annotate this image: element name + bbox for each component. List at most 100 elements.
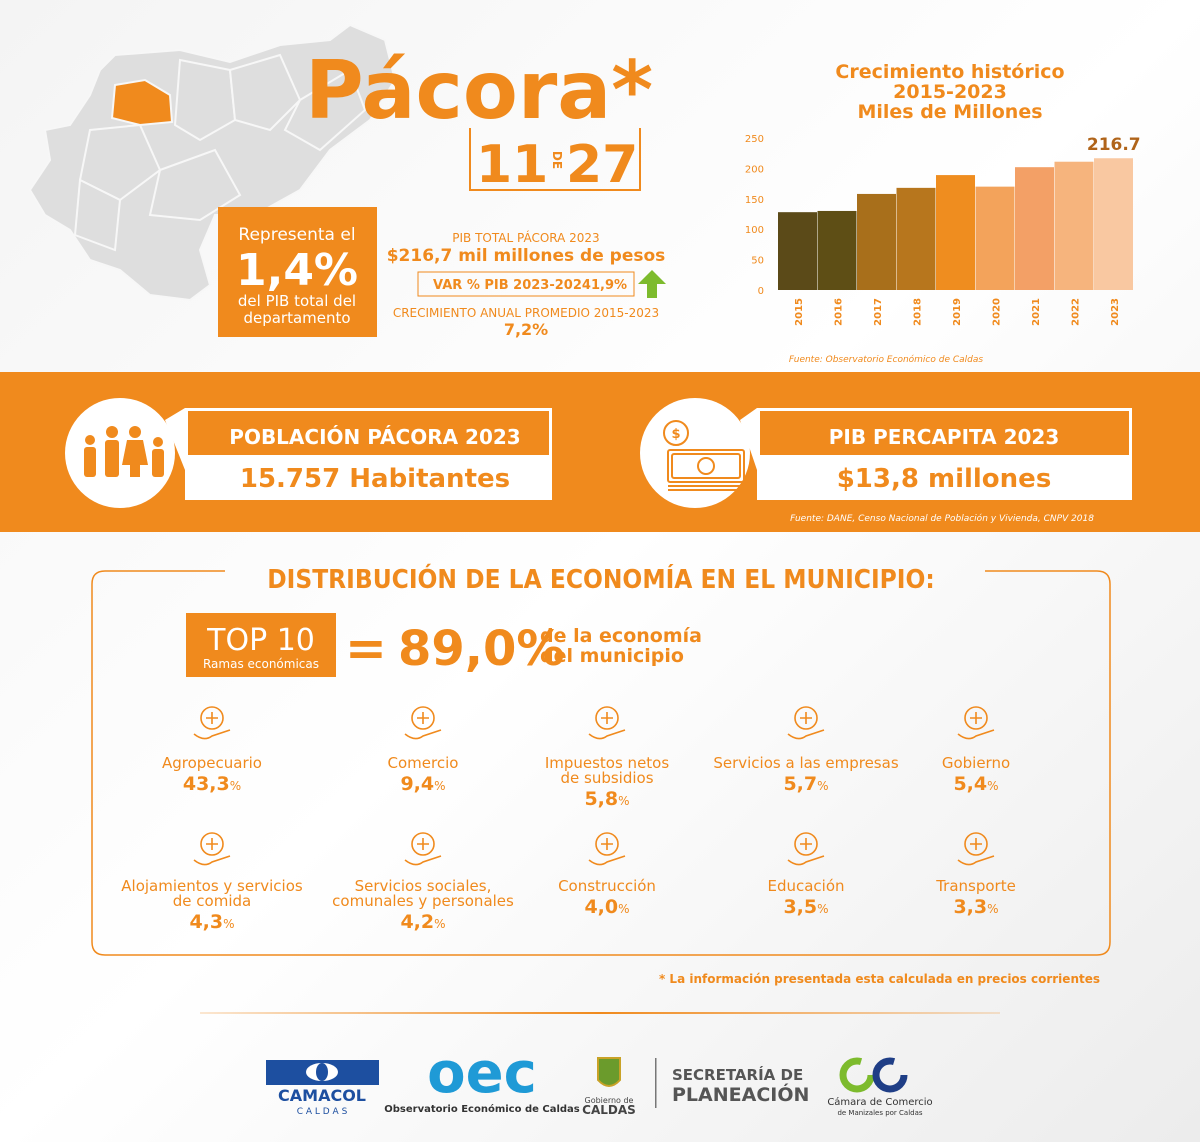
sector-name: Comercio xyxy=(388,754,459,772)
sector-unit: % xyxy=(817,779,828,793)
icon-part xyxy=(588,855,626,866)
icon-part xyxy=(964,832,988,856)
value-label: 216.7 xyxy=(1087,135,1141,155)
sector-share: 4,2% xyxy=(400,911,445,933)
bar xyxy=(1054,161,1094,290)
bar xyxy=(936,175,975,290)
oec-sub: Observatorio Económico de Caldas xyxy=(384,1103,580,1115)
icon-part xyxy=(601,712,613,724)
bar xyxy=(975,186,1015,290)
chart-title: 2015-2023 xyxy=(893,81,1007,103)
share-box xyxy=(218,207,377,337)
percapita-head xyxy=(760,411,1129,455)
x-tick-label: 2023 xyxy=(1110,298,1121,326)
up-arrow xyxy=(638,270,666,298)
icon-part xyxy=(411,706,435,730)
icon-part xyxy=(200,832,224,856)
sector-icon xyxy=(957,706,995,740)
percapita-title: PIB PERCAPITA 2023 xyxy=(829,425,1059,449)
icon-part xyxy=(964,706,988,730)
icon-part xyxy=(970,712,982,724)
sector-name: Construcción xyxy=(558,877,656,895)
icon-part xyxy=(601,838,613,850)
sector-icon xyxy=(787,832,825,866)
rank-frame xyxy=(469,128,641,191)
chart-title: Crecimiento histórico xyxy=(835,61,1064,83)
icon-part xyxy=(417,712,429,724)
sector-value: 4,2 xyxy=(400,911,434,933)
x-tick-label: 2020 xyxy=(991,298,1002,326)
sector-value: 3,5 xyxy=(783,896,817,918)
population-circle xyxy=(65,398,175,508)
sector-name: Transporte xyxy=(935,877,1016,895)
camacol-name: CAMACOL xyxy=(278,1086,366,1105)
sector-share: 9,4% xyxy=(400,773,445,795)
sector-unit: % xyxy=(223,917,234,931)
x-tick-label: 2022 xyxy=(1070,298,1081,326)
bar xyxy=(896,187,936,290)
x-tick-label: 2015 xyxy=(794,298,805,326)
bar xyxy=(857,193,896,290)
sector-icon xyxy=(193,706,231,740)
icon-part xyxy=(800,712,812,724)
band-source: Fuente: DANE, Censo Nacional de Població… xyxy=(790,513,1094,524)
logo-divider xyxy=(655,1058,657,1108)
sec-text: PLANEACIÓN xyxy=(672,1082,809,1106)
x-tick-label: 2021 xyxy=(1031,298,1042,326)
var-box xyxy=(417,271,635,297)
sector-value: 9,4 xyxy=(400,773,434,795)
icon-part xyxy=(970,838,982,850)
rank-sep: DE xyxy=(550,151,564,169)
icon-part xyxy=(206,712,218,724)
icon-part xyxy=(787,729,825,740)
gob-shield xyxy=(597,1057,621,1087)
icon-part xyxy=(193,729,231,740)
icon-part xyxy=(595,706,619,730)
sector-name: Gobierno xyxy=(942,754,1010,772)
sector-name: Alojamientos y servicios xyxy=(121,877,303,895)
icon-part xyxy=(787,855,825,866)
bar xyxy=(778,212,817,290)
y-tick-label: 150 xyxy=(745,195,764,206)
share-line: Representa el xyxy=(238,225,355,245)
sector-share: 4,3% xyxy=(189,911,234,933)
chart-title: Miles de Millones xyxy=(857,101,1042,123)
top-share: 89,0% xyxy=(398,621,565,677)
footer-rule xyxy=(200,1012,1000,1014)
sector-value: 5,7 xyxy=(783,773,817,795)
people-icon xyxy=(84,426,164,477)
icon-part xyxy=(404,729,442,740)
x-tick-label: 2017 xyxy=(873,298,884,326)
sector-unit: % xyxy=(434,917,445,931)
rank: 11 xyxy=(476,135,548,195)
sector-share: 3,3% xyxy=(953,896,998,918)
sector-unit: % xyxy=(817,902,828,916)
icon-part xyxy=(794,706,818,730)
share-value: 1,4% xyxy=(236,245,358,296)
camacol-logo xyxy=(266,1060,379,1085)
top-label: TOP 10 xyxy=(206,623,315,658)
y-tick-label: 200 xyxy=(745,164,764,175)
sector-icon xyxy=(588,706,626,740)
sector-share: 5,4% xyxy=(953,773,998,795)
y-tick-label: 50 xyxy=(751,256,764,267)
sector-icon xyxy=(588,832,626,866)
sector-icon xyxy=(193,832,231,866)
dollar-sign: $ xyxy=(671,427,680,442)
equals: = xyxy=(345,619,387,677)
sector-name: de subsidios xyxy=(560,769,653,787)
map xyxy=(28,23,397,302)
icon-part xyxy=(595,832,619,856)
sector-name: Servicios sociales, xyxy=(355,877,492,895)
gob-text: Gobierno de xyxy=(585,1096,634,1105)
gob-text: CALDAS xyxy=(582,1103,636,1117)
sector-unit: % xyxy=(618,794,629,808)
sector-share: 4,0% xyxy=(584,896,629,918)
camacol-sub: C A L D A S xyxy=(297,1107,348,1117)
sector-unit: % xyxy=(618,902,629,916)
sector-share: 5,8% xyxy=(584,788,629,810)
top-box xyxy=(186,613,336,677)
sector-value: 43,3 xyxy=(183,773,230,795)
population-title: POBLACIÓN PÁCORA 2023 xyxy=(229,425,520,449)
